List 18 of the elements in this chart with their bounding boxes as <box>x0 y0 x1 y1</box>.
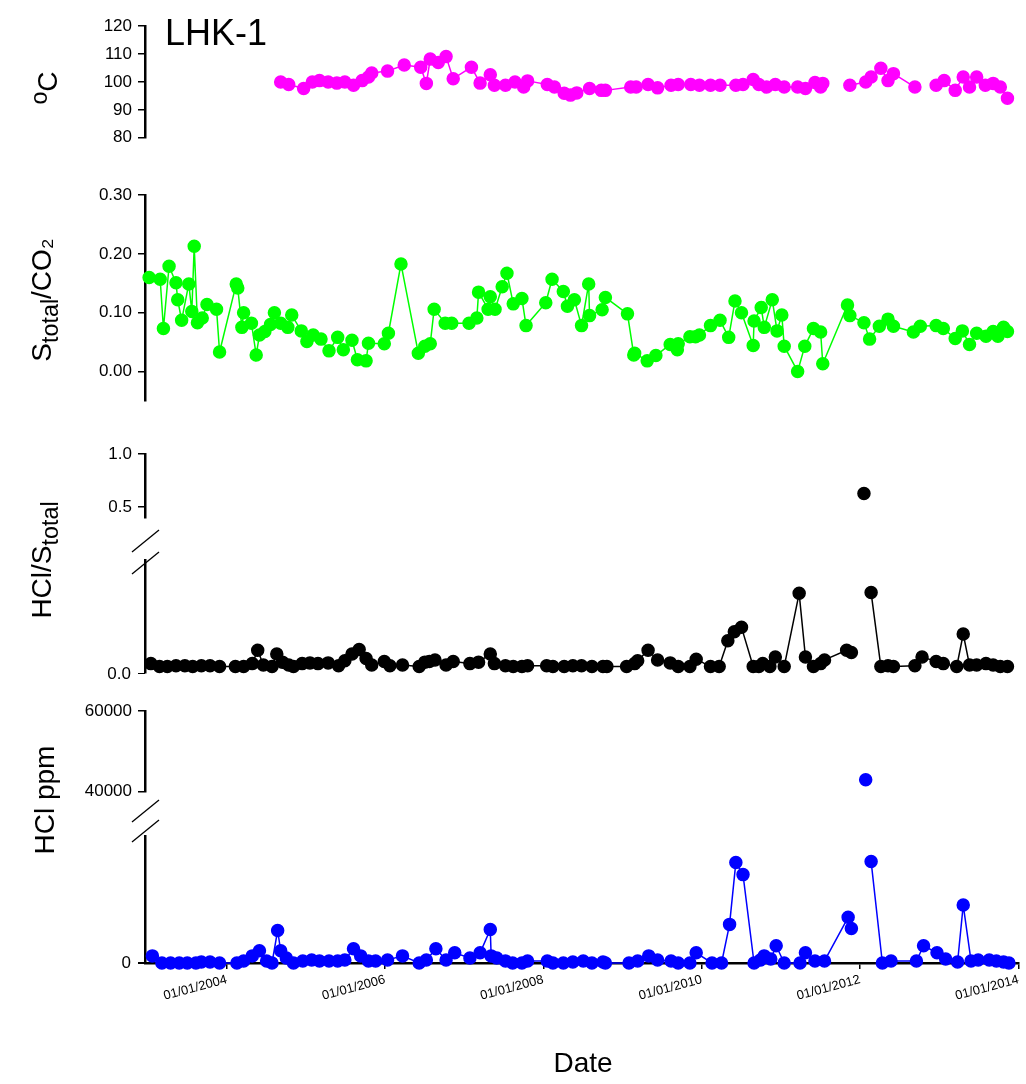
text: 0 <box>121 953 131 973</box>
y-axis-title: HCl ppm <box>29 745 61 855</box>
y-tick-label: 0.30 <box>98 184 132 204</box>
y-tick-label: 120 <box>103 15 132 35</box>
y-tick-label: 90 <box>113 99 132 119</box>
y-tick-label: 40000 <box>84 781 132 801</box>
annotation: LHK-1 <box>165 12 268 54</box>
y-tick-label: 100 <box>103 71 132 91</box>
y-tick-label: 60000 <box>84 700 132 720</box>
y-tick-label: 110 <box>104 43 132 63</box>
x-axis-title: Date <box>553 1047 613 1079</box>
y-tick-label: 0.20 <box>98 243 132 263</box>
y-tick-label: 1.0 <box>108 443 132 463</box>
y-tick-label: 0.5 <box>108 496 132 516</box>
y-tick-label: 0.00 <box>98 361 132 381</box>
y-tick-label: 80 <box>113 127 132 147</box>
y-tick-label: 0.10 <box>98 302 132 322</box>
text: 0.0 <box>107 663 131 684</box>
